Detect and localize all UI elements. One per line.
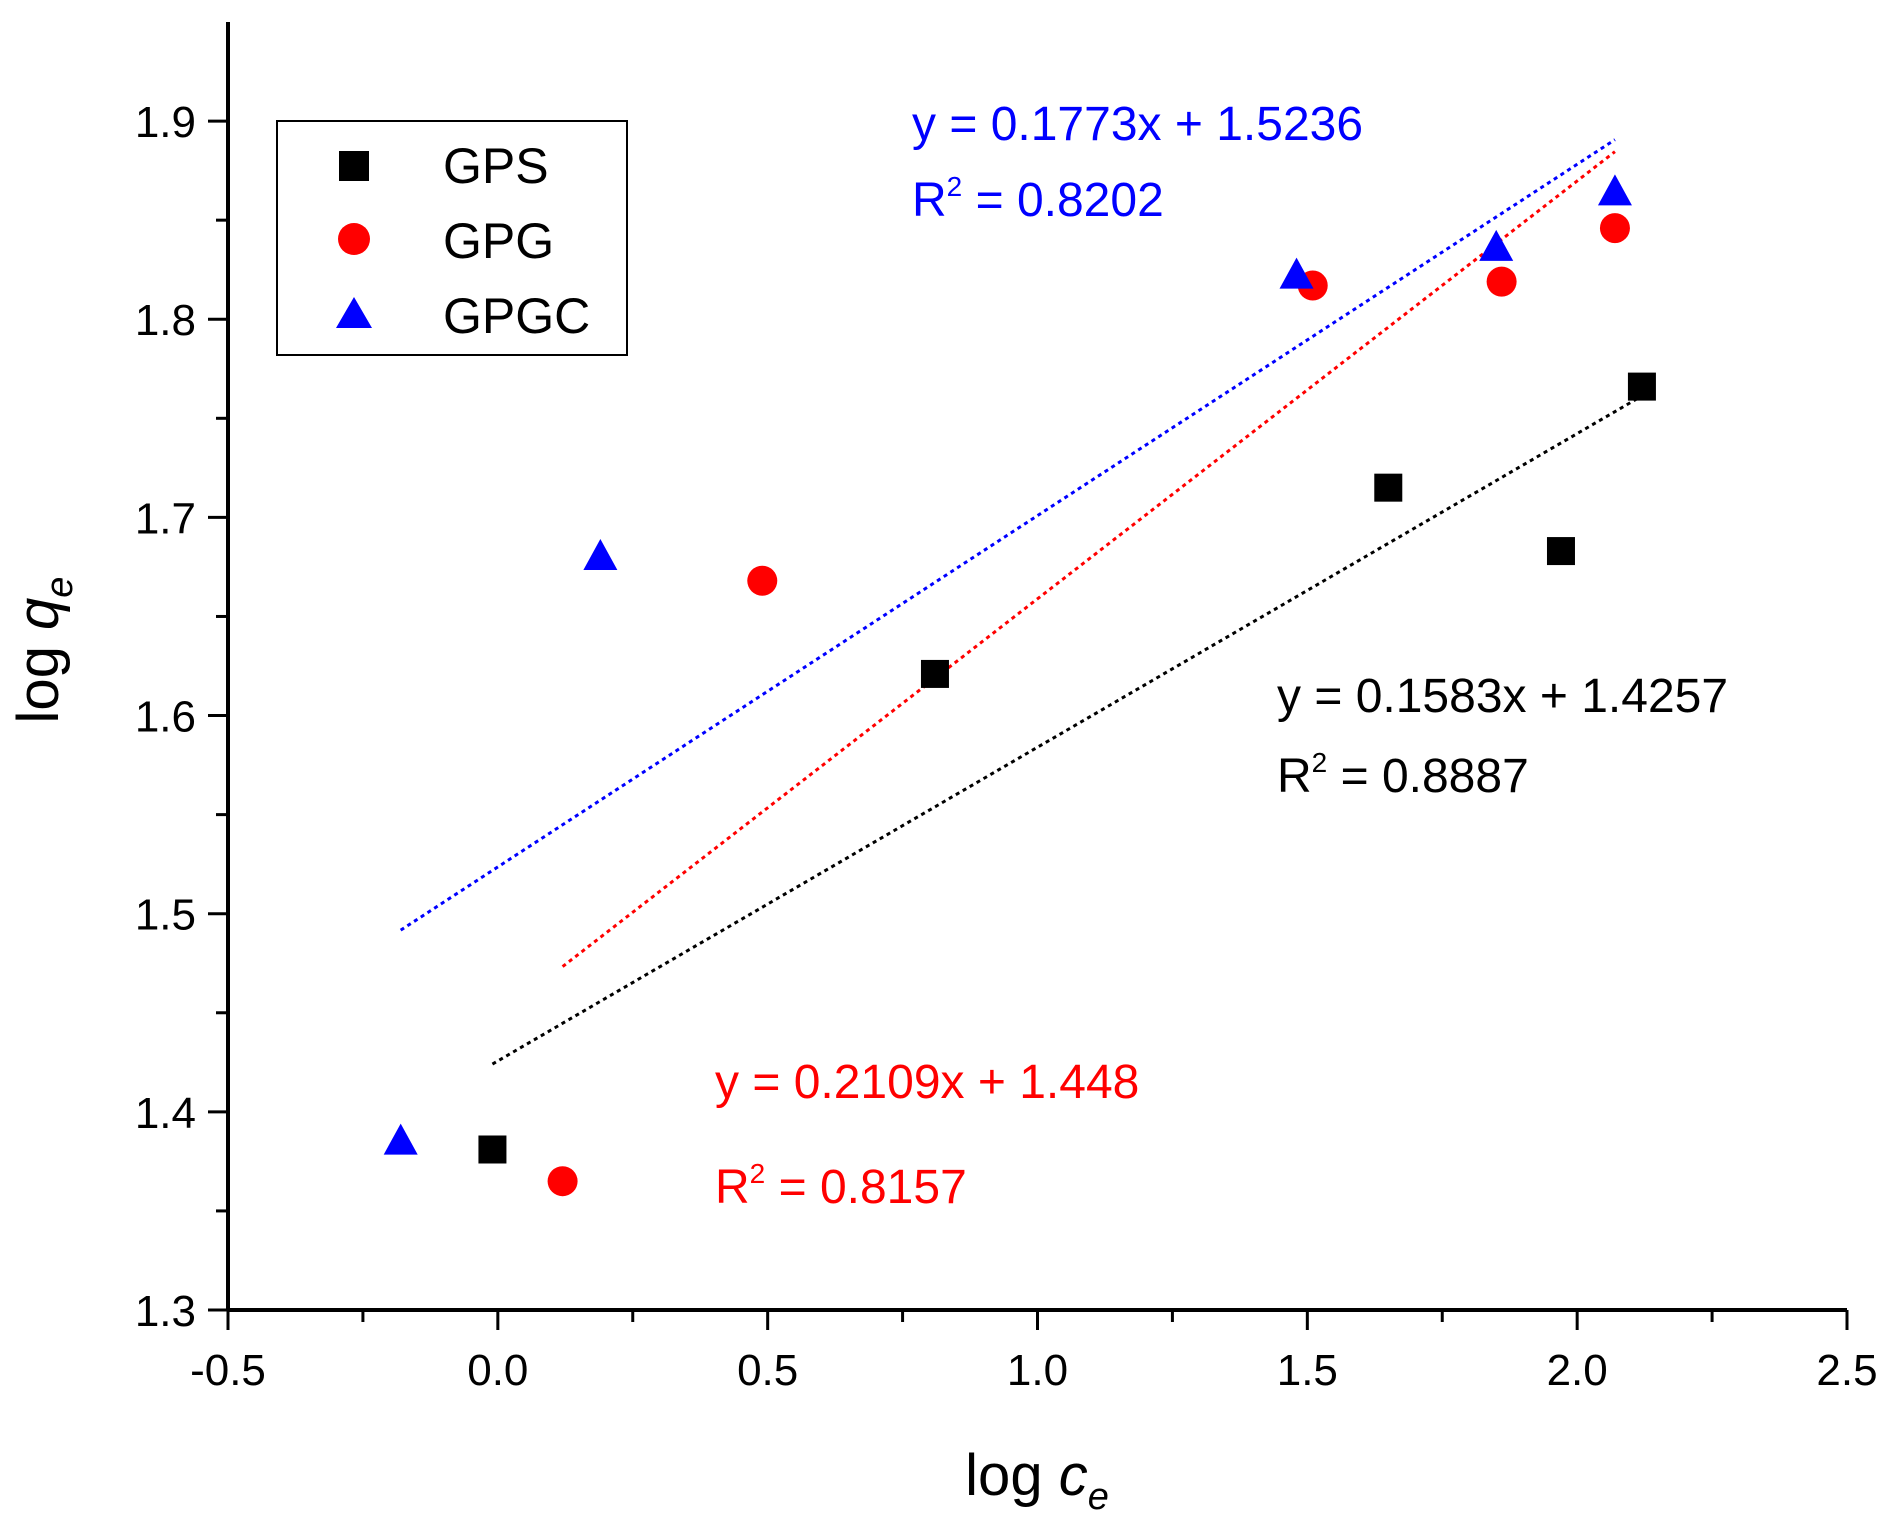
data-point-gpgc <box>583 539 618 571</box>
gps-r2-prefix: R <box>1277 750 1312 803</box>
fit-line-gpgc <box>399 138 1616 932</box>
y-tick-label: 1.9 <box>135 98 196 147</box>
x-tick-label: 2.0 <box>1547 1346 1608 1395</box>
fit-line-gps <box>491 394 1643 1066</box>
axis-ticks: -0.5 0.0 0.5 1.0 1.5 2.0 2.5 1.3 1.4 1.5 1.6 1.7 1.8… <box>135 98 1878 1395</box>
data-point-gps <box>478 1135 507 1164</box>
gpgc-equation: y = 0.1773x + 1.5236 <box>912 98 1363 151</box>
data-point-gps <box>1374 473 1403 502</box>
gpg-r2-value: = 0.8157 <box>765 1161 967 1214</box>
legend-marker-gps <box>339 151 369 181</box>
y-tick-label: 1.8 <box>135 296 196 345</box>
x-tick-label: -0.5 <box>190 1346 266 1395</box>
legend-box <box>276 120 628 356</box>
x-axis-title: log ce <box>965 1443 1109 1518</box>
data-point-gpg <box>1599 213 1630 244</box>
x-axis-title-main: log <box>965 1443 1059 1508</box>
x-tick-label: 2.5 <box>1816 1346 1877 1395</box>
y-tick-label: 1.3 <box>135 1287 196 1336</box>
data-point-gps <box>920 659 949 688</box>
legend-label-gps: GPS <box>443 138 549 194</box>
y-axis-title: log qe <box>6 577 81 724</box>
data-point-gpgc <box>383 1123 418 1155</box>
gpg-r2-prefix: R <box>715 1161 750 1214</box>
y-axis-title-sub: e <box>39 577 81 598</box>
legend-marker-gpg <box>338 223 370 255</box>
gpg-equation: y = 0.2109x + 1.448 <box>715 1056 1139 1109</box>
y-axis-title-var: q <box>6 598 71 630</box>
data-point-gpg <box>1486 266 1517 297</box>
gpg-r2-sup: 2 <box>750 1158 766 1189</box>
fit-line-gpg <box>561 150 1616 968</box>
x-axis-title-var: c <box>1059 1443 1088 1508</box>
data-point-gps <box>1627 372 1656 401</box>
gps-r2: R2 = 0.8887 <box>1277 747 1529 803</box>
y-tick-label: 1.7 <box>135 494 196 543</box>
gpg-r2: R2 = 0.8157 <box>715 1158 967 1214</box>
gps-r2-value: = 0.8887 <box>1327 750 1529 803</box>
data-points <box>383 174 1656 1197</box>
data-point-gpg <box>547 1166 578 1197</box>
data-point-gps <box>1546 537 1575 566</box>
x-tick-label: 1.5 <box>1277 1346 1338 1395</box>
gpgc-r2-prefix: R <box>912 174 947 227</box>
legend: GPS GPG GPGC <box>276 120 628 356</box>
data-point-gpgc <box>1597 174 1632 206</box>
gpgc-r2-sup: 2 <box>947 171 963 202</box>
gpgc-r2: R2 = 0.8202 <box>912 171 1164 227</box>
data-point-gpg <box>747 565 778 596</box>
gps-equation: y = 0.1583x + 1.4257 <box>1277 670 1728 723</box>
x-tick-label: 0.5 <box>737 1346 798 1395</box>
gpgc-r2-value: = 0.8202 <box>962 174 1164 227</box>
y-tick-label: 1.6 <box>135 693 196 742</box>
gps-r2-sup: 2 <box>1312 747 1328 778</box>
legend-label-gpg: GPG <box>443 213 554 269</box>
legend-marker-gpgc <box>336 297 372 328</box>
y-tick-label: 1.4 <box>135 1089 196 1138</box>
y-axis-title-main: log <box>6 630 71 724</box>
data-point-gpgc <box>1279 257 1314 289</box>
x-tick-label: 0.0 <box>467 1346 528 1395</box>
fit-lines <box>399 138 1643 1066</box>
legend-label-gpgc: GPGC <box>443 288 590 344</box>
x-axis-title-sub: e <box>1088 1476 1109 1518</box>
y-tick-label: 1.5 <box>135 891 196 940</box>
x-tick-label: 1.0 <box>1007 1346 1068 1395</box>
data-point-gpgc <box>1479 229 1514 261</box>
fit-annotations: y = 0.1773x + 1.5236 R2 = 0.8202 y = 0.1… <box>715 98 1728 1214</box>
